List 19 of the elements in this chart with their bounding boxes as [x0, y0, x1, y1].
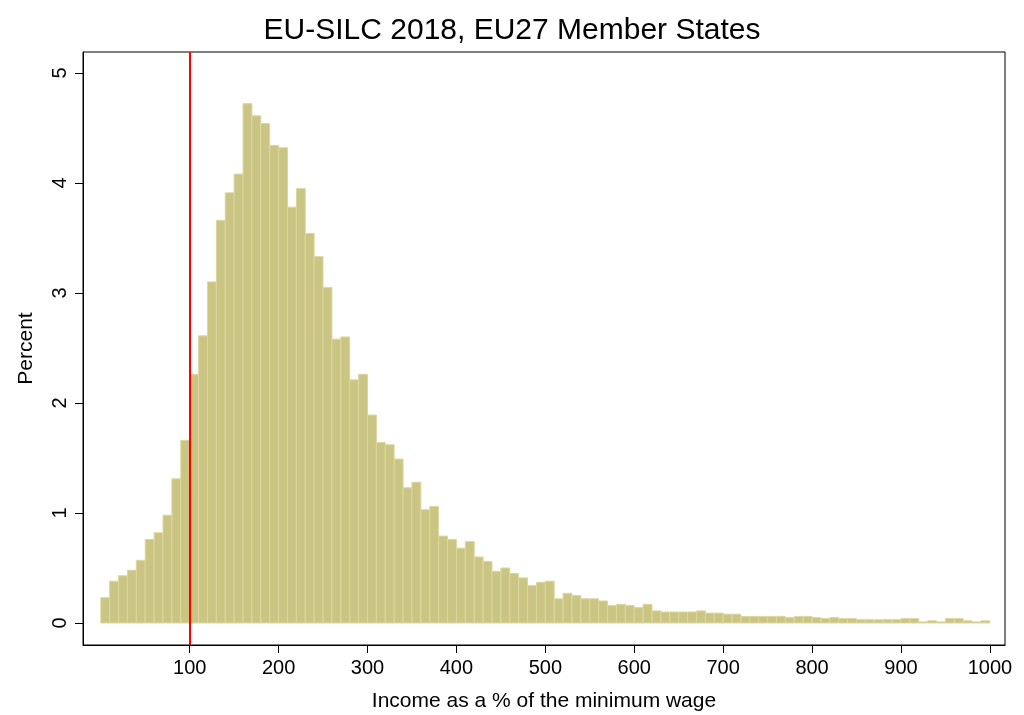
x-tick-label: 400 — [439, 656, 474, 678]
chart-title: EU-SILC 2018, EU27 Member States — [263, 11, 761, 45]
x-tick-label: 900 — [884, 656, 918, 678]
x-tick-label: 200 — [261, 656, 296, 678]
x-tick-label: 1000 — [967, 656, 1013, 678]
x-tick-label: 500 — [528, 656, 563, 678]
y-tick-label: 5 — [48, 67, 70, 79]
x-tick-label: 600 — [617, 656, 651, 678]
x-tick-label: 800 — [795, 656, 829, 678]
y-axis-title: Percent — [13, 312, 36, 385]
y-tick-label: 2 — [48, 397, 70, 409]
x-tick-label: 300 — [350, 656, 385, 678]
x-tick-label: 700 — [706, 656, 740, 678]
x-tick-label: 100 — [173, 656, 207, 678]
y-tick-label: 0 — [48, 617, 70, 629]
y-tick-label: 3 — [48, 287, 70, 299]
x-axis-title: Income as a % of the minimum wage — [371, 688, 717, 711]
y-tick-label: 4 — [48, 177, 70, 189]
y-tick-label: 1 — [48, 507, 70, 519]
